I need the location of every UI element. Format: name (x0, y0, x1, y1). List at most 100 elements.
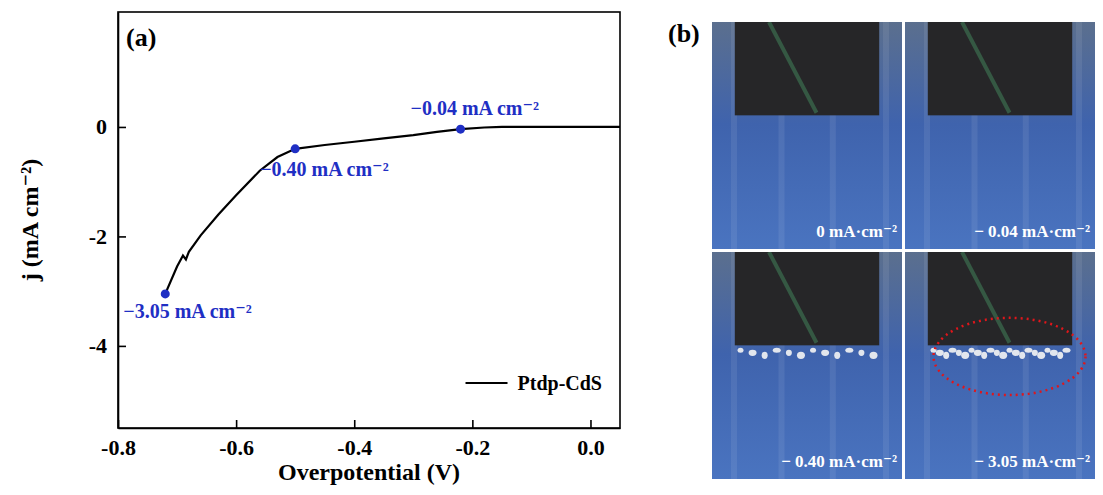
bubble (1050, 350, 1058, 356)
y-tick: 0 (96, 114, 126, 139)
bubble (1012, 350, 1020, 356)
panel-label: (b) (668, 19, 700, 48)
x-tick-mark (354, 420, 356, 428)
bubble (956, 350, 962, 356)
x-tick-mark (590, 420, 592, 428)
x-tick-label: 0.0 (577, 435, 605, 460)
bubble (870, 352, 878, 359)
bubble (936, 350, 944, 356)
photo-label: − 0.04 mA·cm⁻² (974, 222, 1090, 241)
photo-frame: 0 mA·cm⁻² (712, 20, 902, 249)
electrode-glint (769, 252, 817, 343)
y-axis: -4 -2 0 (89, 13, 126, 429)
y-tick: -2 (89, 224, 126, 249)
photo-streak (883, 22, 889, 249)
bubble (1063, 348, 1071, 353)
legend-label: Ptdp-CdS (518, 372, 602, 395)
photo (712, 22, 902, 249)
electrode (928, 22, 1072, 115)
bubble (858, 350, 864, 356)
figure: -0.8 -0.6 -0.4 -0.2 0.0 -4 -2 0 Overpotential (V… (0, 0, 1103, 495)
photo (905, 22, 1095, 249)
x-tick-label: -0.6 (219, 435, 254, 460)
bubble (1007, 348, 1013, 353)
photo-streak (1076, 22, 1082, 249)
annotation-dot (291, 144, 300, 153)
bubble (1037, 352, 1045, 359)
photo-streak (883, 252, 889, 479)
y-tick: -4 (89, 333, 126, 358)
x-tick: -0.2 (455, 420, 490, 460)
photo (905, 252, 1095, 479)
x-axis: -0.8 -0.6 -0.4 -0.2 0.0 (101, 420, 620, 460)
y-tick-label: 0 (96, 114, 107, 139)
panel-a: -0.8 -0.6 -0.4 -0.2 0.0 -4 -2 0 Overpotential (V… (17, 12, 621, 485)
panel-b: (b) 0 mA·cm⁻² − 0.04 mA·cm⁻² − 0.40 mA·cm⁻²… (668, 19, 1095, 479)
legend-swatch (466, 382, 508, 384)
bubble (987, 348, 995, 353)
x-tick: 0.0 (577, 420, 605, 460)
photo-streak (1076, 252, 1082, 479)
annotation-dot (456, 125, 465, 134)
bubble (949, 348, 957, 353)
y-axis-line (118, 13, 120, 429)
bubble (762, 352, 768, 359)
x-tick-label: -0.4 (337, 435, 372, 460)
x-tick: -0.4 (337, 420, 372, 460)
x-axis-line (119, 428, 621, 430)
highlight-ellipse (934, 318, 1086, 395)
electrode-glint (962, 252, 1010, 343)
y-tick-mark (118, 346, 126, 348)
bubble (969, 348, 975, 353)
data-line (165, 127, 620, 294)
bubble (821, 350, 829, 356)
plot-frame (118, 12, 620, 428)
electrode-glint (962, 22, 1010, 113)
bubble (999, 352, 1007, 359)
bubble (1045, 348, 1051, 353)
photo-label: − 3.05 mA·cm⁻² (974, 452, 1090, 471)
annotation-label: −0.40 mA cm⁻² (260, 158, 389, 180)
bubble (961, 352, 969, 359)
bubble (1032, 350, 1038, 356)
electrode-glint (769, 22, 817, 113)
legend: Ptdp-CdS (466, 372, 602, 395)
photo (712, 252, 902, 479)
electrode (735, 252, 879, 345)
bubble (834, 352, 840, 359)
photo-frame: − 0.04 mA·cm⁻² (905, 20, 1095, 249)
bubble (810, 348, 816, 353)
bubble (773, 348, 781, 353)
bubble (1019, 352, 1025, 359)
annotation-dot (161, 289, 170, 298)
y-tick-mark (118, 127, 126, 129)
x-tick-mark (236, 420, 238, 428)
photo-frame: − 3.05 mA·cm⁻² (905, 250, 1095, 479)
annotation-label: −3.05 mA cm⁻² (123, 300, 252, 322)
panel-label: (a) (126, 23, 156, 52)
bubble (749, 350, 757, 356)
plot-area (161, 125, 620, 299)
electrode (735, 22, 879, 115)
y-axis-title: j (mA cm⁻²) (17, 159, 43, 282)
y-tick-mark (118, 236, 126, 238)
electrode (928, 252, 1072, 345)
photo-label: 0 mA·cm⁻² (816, 222, 897, 241)
bubble (943, 352, 949, 359)
photo-label: − 0.40 mA·cm⁻² (781, 452, 897, 471)
x-tick-label: -0.2 (455, 435, 490, 460)
photo-frame: − 0.40 mA·cm⁻² (712, 250, 902, 479)
bubble (738, 348, 744, 353)
x-axis-title: Overpotential (V) (278, 459, 460, 485)
x-tick-mark (472, 420, 474, 428)
bubble (981, 352, 987, 359)
bubble (1025, 348, 1033, 353)
bubble (845, 348, 853, 353)
x-tick: -0.6 (219, 420, 254, 460)
bubble (974, 350, 982, 356)
y-tick-label: -2 (89, 224, 107, 249)
annotation-label: −0.04 mA cm⁻² (411, 97, 539, 119)
bubble (994, 350, 1000, 356)
bubble (786, 350, 792, 356)
x-tick-label: -0.8 (101, 435, 136, 460)
